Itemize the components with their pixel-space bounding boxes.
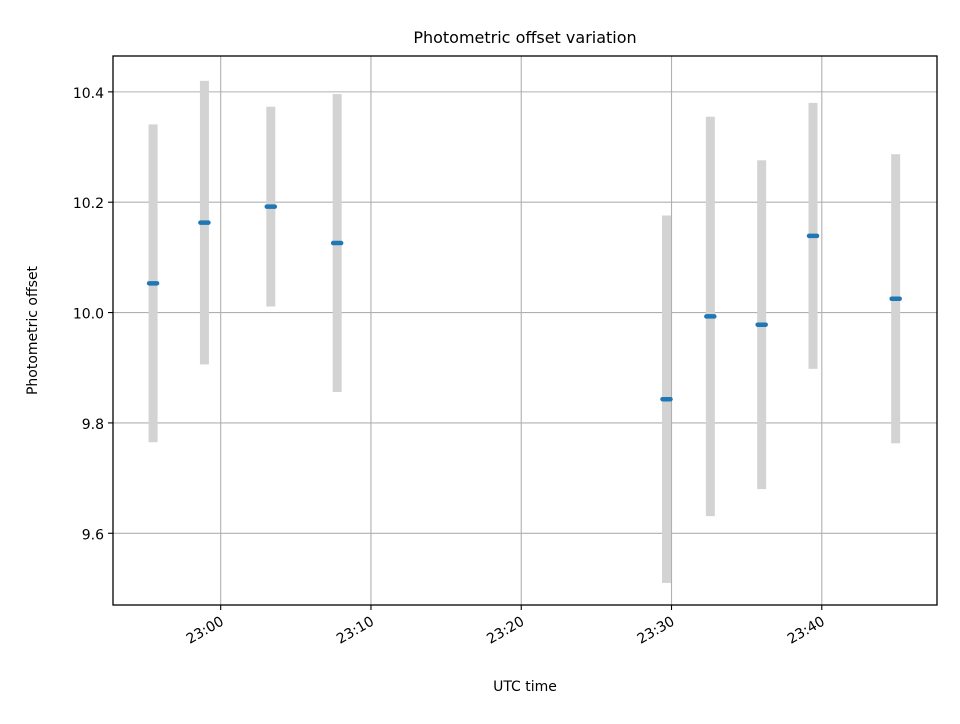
chart-title: Photometric offset variation — [413, 28, 636, 47]
y-tick-label: 10.0 — [73, 307, 104, 323]
x-axis-label: UTC time — [493, 679, 557, 695]
grid-layer — [113, 56, 937, 605]
x-tick-label: 23:00 — [184, 614, 227, 648]
x-tick-label: 23:40 — [785, 614, 828, 648]
y-tick-label: 9.8 — [82, 417, 104, 433]
y-axis-label: Photometric offset — [25, 265, 41, 395]
errorbar-layer — [148, 80, 901, 583]
y-tick-label: 9.6 — [82, 527, 104, 543]
y-tick-label: 10.2 — [73, 196, 104, 212]
x-tick-label: 23:10 — [334, 614, 377, 648]
plot-frame — [112, 55, 938, 606]
marker-layer — [146, 204, 902, 402]
x-tick-label: 23:30 — [635, 614, 678, 648]
y-tick-label: 10.4 — [73, 86, 104, 102]
x-tick-label: 23:20 — [484, 614, 527, 648]
